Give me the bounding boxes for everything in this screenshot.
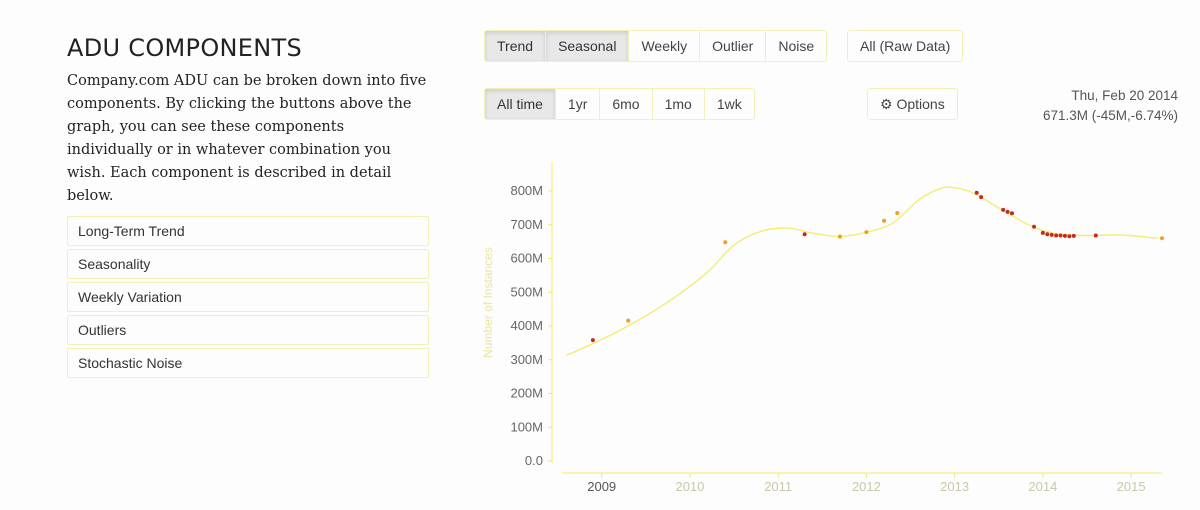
data-point: [895, 210, 900, 215]
accordion-outliers[interactable]: Outliers: [67, 315, 429, 345]
data-point: [1040, 230, 1045, 235]
data-point: [864, 230, 869, 235]
component-accordion: Long-Term Trend Seasonality Weekly Varia…: [67, 216, 429, 378]
data-point: [979, 195, 984, 200]
y-tick-label: 700M: [510, 217, 543, 232]
data-point: [626, 318, 631, 323]
accordion-weekly-variation[interactable]: Weekly Variation: [67, 282, 429, 312]
y-tick-label: 100M: [510, 419, 543, 434]
components-panel: ADU COMPONENTS Company.com ADU can be br…: [67, 34, 429, 381]
data-point: [1067, 234, 1072, 239]
data-point: [1045, 232, 1050, 237]
x-tick-label: 2011: [764, 479, 792, 494]
x-tick-label: 2013: [940, 479, 969, 494]
x-tick-label: 2009: [587, 479, 616, 494]
accordion-long-term-trend[interactable]: Long-Term Trend: [67, 216, 429, 246]
x-tick-label: 2010: [675, 479, 704, 494]
x-tick-label: 2012: [852, 479, 881, 494]
y-tick-label: 300M: [510, 352, 543, 367]
raw-data-group: All (Raw Data): [847, 30, 964, 62]
data-point: [882, 218, 887, 223]
readout-date: Thu, Feb 20 2014: [1071, 88, 1178, 103]
y-tick-label: 200M: [510, 386, 543, 401]
accordion-seasonality[interactable]: Seasonality: [67, 249, 429, 279]
data-point: [590, 338, 595, 343]
gear-icon: ⚙: [880, 96, 893, 112]
data-point: [802, 232, 807, 237]
accordion-stochastic-noise[interactable]: Stochastic Noise: [67, 348, 429, 378]
x-tick-label: 2014: [1028, 479, 1057, 494]
range-6mo-button[interactable]: 6mo: [599, 88, 653, 120]
data-point: [974, 190, 979, 195]
axes: 0.0 100M 200M 300M 400M 500M 600M 700M 800M 2009 2…: [510, 162, 1162, 494]
data-point: [1071, 233, 1076, 238]
trend-button[interactable]: Trend: [484, 30, 547, 62]
range-toggle-group: All time 1yr 6mo 1mo 1wk: [484, 88, 755, 120]
y-tick-label: 0.0: [525, 453, 543, 468]
weekly-button[interactable]: Weekly: [628, 30, 701, 62]
plot-area: [566, 186, 1164, 356]
range-1wk-button[interactable]: 1wk: [703, 88, 755, 120]
data-point: [1001, 207, 1006, 212]
hover-readout: Thu, Feb 20 2014 671.3M (-45M,-6.74%): [1043, 86, 1178, 126]
data-point: [723, 240, 728, 245]
data-point: [837, 234, 842, 239]
data-point: [1093, 233, 1098, 238]
range-all-time-button[interactable]: All time: [484, 88, 556, 120]
y-tick-label: 400M: [510, 318, 543, 333]
panel-title: ADU COMPONENTS: [67, 34, 302, 62]
data-point: [1005, 209, 1010, 214]
data-point: [1160, 236, 1164, 241]
panel-description: Company.com ADU can be broken down into …: [67, 73, 427, 204]
outlier-button[interactable]: Outlier: [699, 30, 767, 62]
x-tick-label: 2015: [1117, 479, 1146, 494]
data-point: [1058, 233, 1063, 238]
data-point: [1032, 224, 1037, 229]
y-tick-label: 500M: [510, 284, 543, 299]
raw-data-button[interactable]: All (Raw Data): [847, 30, 964, 62]
data-point: [1049, 232, 1054, 237]
y-tick-label: 800M: [510, 183, 543, 198]
component-toggle-group: Trend Seasonal Weekly Outlier Noise: [484, 30, 828, 62]
seasonal-button[interactable]: Seasonal: [545, 30, 630, 62]
options-button[interactable]: ⚙ Options: [867, 88, 958, 120]
options-label: Options: [896, 96, 945, 112]
y-tick-label: 600M: [510, 251, 543, 266]
data-point: [1010, 211, 1014, 216]
range-1yr-button[interactable]: 1yr: [554, 88, 601, 120]
readout-value: 671.3M (-45M,-6.74%): [1042, 108, 1178, 123]
noise-button[interactable]: Noise: [765, 30, 828, 62]
trend-line: [566, 186, 1158, 356]
data-point: [1062, 233, 1067, 238]
y-axis-label: Number of Instances: [481, 247, 495, 358]
options-group: ⚙ Options: [867, 88, 958, 120]
data-point: [1054, 233, 1059, 238]
